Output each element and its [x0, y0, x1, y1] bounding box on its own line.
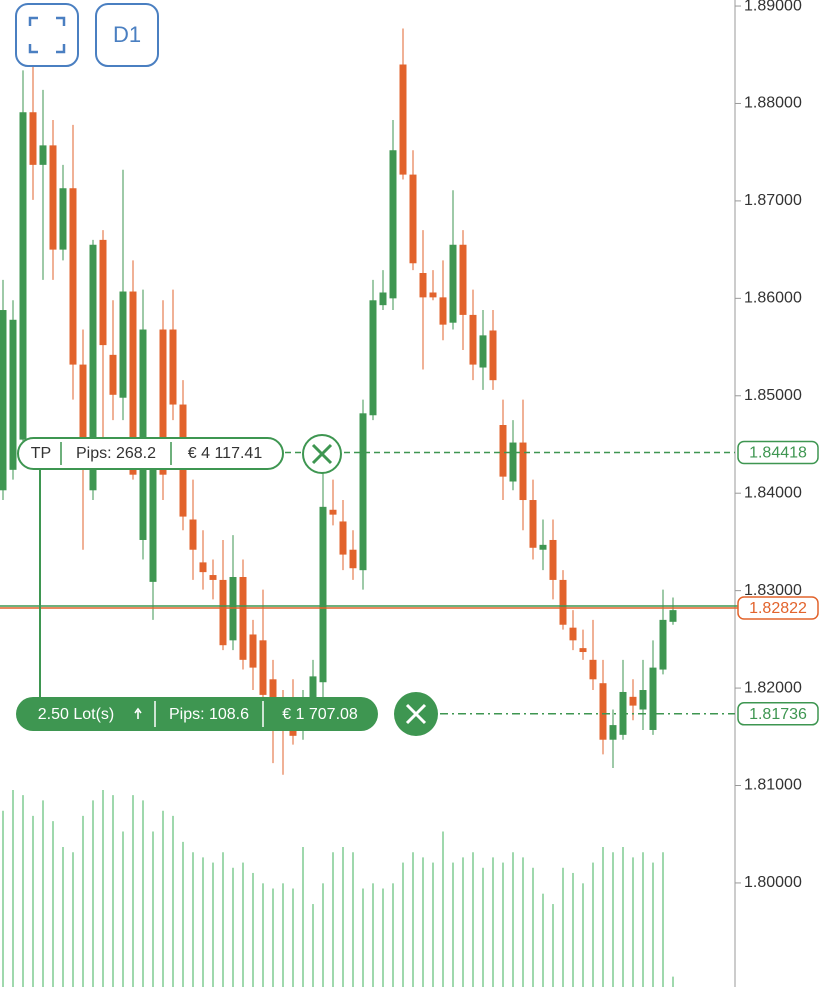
candle-body: [59, 188, 67, 250]
price-tag: [737, 702, 819, 726]
candle-body: [439, 297, 447, 325]
candle-body: [89, 244, 97, 491]
candle-body: [599, 683, 607, 740]
y-tick-label: 1.87000: [744, 192, 802, 209]
position-amount: € 1 707.08: [282, 706, 358, 723]
fullscreen-icon: [28, 16, 66, 54]
candle-body: [379, 292, 387, 306]
candle-body: [349, 549, 357, 569]
candle-body: [629, 696, 637, 706]
close-icon: [311, 443, 333, 465]
candle-body: [419, 273, 427, 298]
candle-body: [109, 354, 117, 395]
candle-body: [359, 413, 367, 571]
candle-body: [509, 442, 517, 482]
direction-icon: [134, 707, 142, 719]
candle-body: [239, 577, 247, 660]
candle-body: [0, 310, 7, 491]
position-pips: Pips: 108.6: [169, 706, 249, 723]
candle-body: [119, 291, 127, 398]
y-tick-label: 1.82000: [744, 679, 802, 696]
candle-body: [129, 291, 137, 475]
price-tag: [737, 440, 819, 465]
tp-pips: Pips: 268.2: [76, 445, 156, 462]
candle-body: [39, 145, 47, 165]
candle-body: [199, 562, 207, 573]
y-tick-label: 1.86000: [744, 290, 802, 307]
candle-body: [499, 425, 507, 477]
price-tag-label: 1.82822: [749, 600, 807, 617]
fullscreen-button[interactable]: [15, 3, 79, 67]
candle-body: [269, 679, 277, 700]
candle-body: [29, 112, 37, 165]
candle-body: [219, 579, 227, 646]
candle-body: [459, 244, 467, 315]
candle-body: [319, 506, 327, 683]
candle-body: [259, 640, 267, 695]
candle-body: [579, 648, 587, 653]
candle-body: [569, 627, 577, 641]
y-tick-label: 1.88000: [744, 95, 802, 112]
candle-body: [249, 634, 257, 668]
order-lines: 1.84418 1.82822 1.81736: [0, 440, 819, 726]
candle-body: [659, 619, 667, 670]
candle-body: [489, 330, 497, 381]
candle-body: [49, 145, 57, 250]
candle-body: [389, 150, 397, 299]
candle-body: [139, 329, 147, 540]
y-tick-label: 1.83000: [744, 582, 802, 599]
y-tick-label: 1.80000: [744, 874, 802, 891]
candle-body: [609, 725, 617, 740]
timeframe-button[interactable]: [95, 3, 159, 67]
candle-body: [529, 500, 537, 548]
candle-body: [399, 64, 407, 175]
candle-body: [159, 329, 167, 475]
candle-body: [329, 509, 337, 515]
candle-body: [209, 575, 217, 580]
volume-layer: [2, 790, 674, 987]
candle-body: [539, 544, 547, 550]
tp-pill[interactable]: [17, 437, 284, 470]
tp-amount: € 4 117.41: [188, 445, 263, 462]
candle-body: [309, 676, 317, 710]
axis-layer: 1.89000 1.88000 1.87000 1.86000 1.85000 1.840…: [735, 0, 802, 891]
candle-body: [99, 239, 107, 346]
candle-body: [519, 442, 527, 501]
candle-body: [169, 329, 177, 405]
candle-body: [369, 300, 377, 416]
position-lots: 2.50 Lot(s): [38, 706, 114, 723]
candle-body: [409, 174, 417, 264]
position-pill[interactable]: [16, 697, 378, 731]
tp-label: TP: [31, 445, 51, 462]
price-tag-label: 1.84418: [749, 445, 807, 462]
candle-layer: [0, 28, 677, 775]
candle-body: [19, 112, 27, 440]
candle-body: [339, 521, 347, 555]
candle-body: [469, 314, 477, 365]
candle-body: [479, 335, 487, 368]
candle-body: [9, 319, 17, 470]
candle-body: [149, 469, 157, 582]
y-tick-label: 1.89000: [744, 0, 802, 14]
price-tag-label: 1.81736: [749, 706, 807, 723]
candle-body: [669, 610, 677, 622]
timeframe-label: D1: [113, 22, 141, 47]
close-icon: [405, 703, 427, 725]
candle-body: [79, 364, 87, 440]
y-tick-label: 1.85000: [744, 387, 802, 404]
y-tick-label: 1.81000: [744, 777, 802, 794]
candle-body: [589, 659, 597, 680]
y-tick-label: 1.84000: [744, 484, 802, 501]
candle-body: [189, 519, 197, 550]
candle-body: [559, 579, 567, 625]
candle-body: [69, 188, 77, 365]
candle-body: [549, 539, 557, 580]
candle-body: [449, 244, 457, 323]
candle-body: [649, 667, 657, 730]
price-tag: [737, 596, 819, 620]
candle-body: [639, 690, 647, 710]
candle-body: [429, 292, 437, 298]
